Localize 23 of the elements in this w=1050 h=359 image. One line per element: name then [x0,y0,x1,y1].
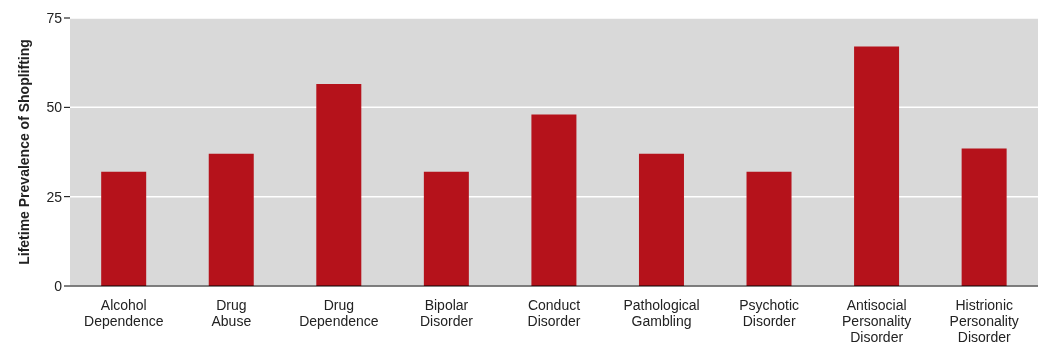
x-tick-label: Drug Abuse [211,297,252,329]
x-tick-label: Psychotic Disorder [739,297,800,329]
bar [423,171,469,286]
y-tick-label: 50 [46,99,63,116]
bar [961,148,1007,286]
y-axis-title: Lifetime Prevalence of Shoplifting [15,39,32,265]
bar [531,114,577,286]
x-tick-label: Conduct Disorder [527,297,581,329]
x-tick-label: Alcohol Dependence [84,297,164,329]
x-tick-label: Bipolar Disorder [419,297,474,329]
y-tick-label: 25 [46,188,63,205]
bar [854,46,900,286]
bar [638,153,684,286]
y-tick-label: 75 [46,9,63,26]
x-tick-label: Drug Dependence [299,297,379,329]
x-tick-label: Pathological Gambling [623,297,700,329]
y-tick-label: 0 [54,277,63,294]
bar [746,171,792,286]
bar [101,171,147,286]
bar [316,84,362,286]
x-tick-label: Histrionic Personality Disorder [949,297,1019,345]
x-tick-label: Antisocial Personality Disorder [842,297,912,345]
bar [208,153,254,286]
